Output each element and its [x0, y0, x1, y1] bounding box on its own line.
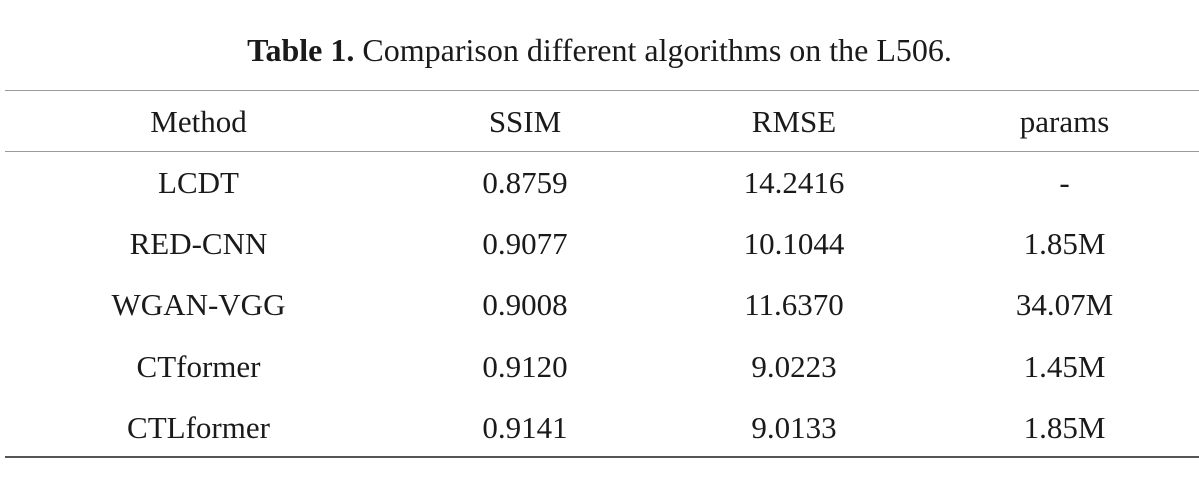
- cell-ssim: 0.9008: [482, 287, 568, 323]
- cell-method: CTformer: [136, 348, 261, 384]
- cell-ssim: 0.9077: [482, 226, 568, 262]
- table-caption-text: Comparison different algorithms on the L…: [354, 32, 952, 68]
- cell-method: RED-CNN: [129, 226, 268, 262]
- cell-ssim: 0.9141: [482, 409, 568, 445]
- cell-params: 34.07M: [1015, 287, 1114, 323]
- column-header-params: params: [1019, 104, 1110, 139]
- cell-rmse: 10.1044: [743, 226, 845, 262]
- cell-method: WGAN-VGG: [111, 287, 286, 323]
- cell-rmse: 14.2416: [743, 165, 845, 200]
- table-row: LCDT 0.8759 14.2416 -: [5, 152, 1199, 213]
- table-caption: Table 1. Comparison different algorithms…: [0, 29, 1199, 71]
- cell-method: CTLformer: [127, 409, 270, 445]
- cell-rmse: 9.0133: [751, 409, 837, 445]
- table-bottom-rule: [5, 456, 1199, 458]
- comparison-table: Method SSIM RMSE params LCDT 0.8759 14.2…: [5, 91, 1199, 458]
- table-header-rule: [5, 151, 1199, 152]
- table-row: CTLformer 0.9141 9.0133 1.85M: [5, 397, 1199, 458]
- cell-ssim: 0.9120: [482, 348, 568, 384]
- cell-params: 1.85M: [1023, 226, 1106, 262]
- column-header-ssim: SSIM: [488, 104, 562, 139]
- cell-params: 1.45M: [1023, 348, 1106, 384]
- table-row: CTformer 0.9120 9.0223 1.45M: [5, 336, 1199, 397]
- table-header-row: Method SSIM RMSE params: [5, 91, 1199, 152]
- cell-params: 1.85M: [1023, 409, 1106, 445]
- cell-rmse: 9.0223: [751, 348, 837, 384]
- cell-rmse: 11.6370: [744, 287, 844, 323]
- table-row: WGAN-VGG 0.9008 11.6370 34.07M: [5, 274, 1199, 335]
- cell-ssim: 0.8759: [482, 165, 568, 200]
- table-caption-label: Table 1.: [247, 32, 355, 68]
- table-top-rule: [5, 90, 1199, 91]
- column-header-method: Method: [150, 104, 247, 139]
- table-row: RED-CNN 0.9077 10.1044 1.85M: [5, 213, 1199, 274]
- cell-method: LCDT: [158, 165, 239, 200]
- cell-params: -: [1059, 165, 1070, 200]
- column-header-rmse: RMSE: [751, 104, 837, 139]
